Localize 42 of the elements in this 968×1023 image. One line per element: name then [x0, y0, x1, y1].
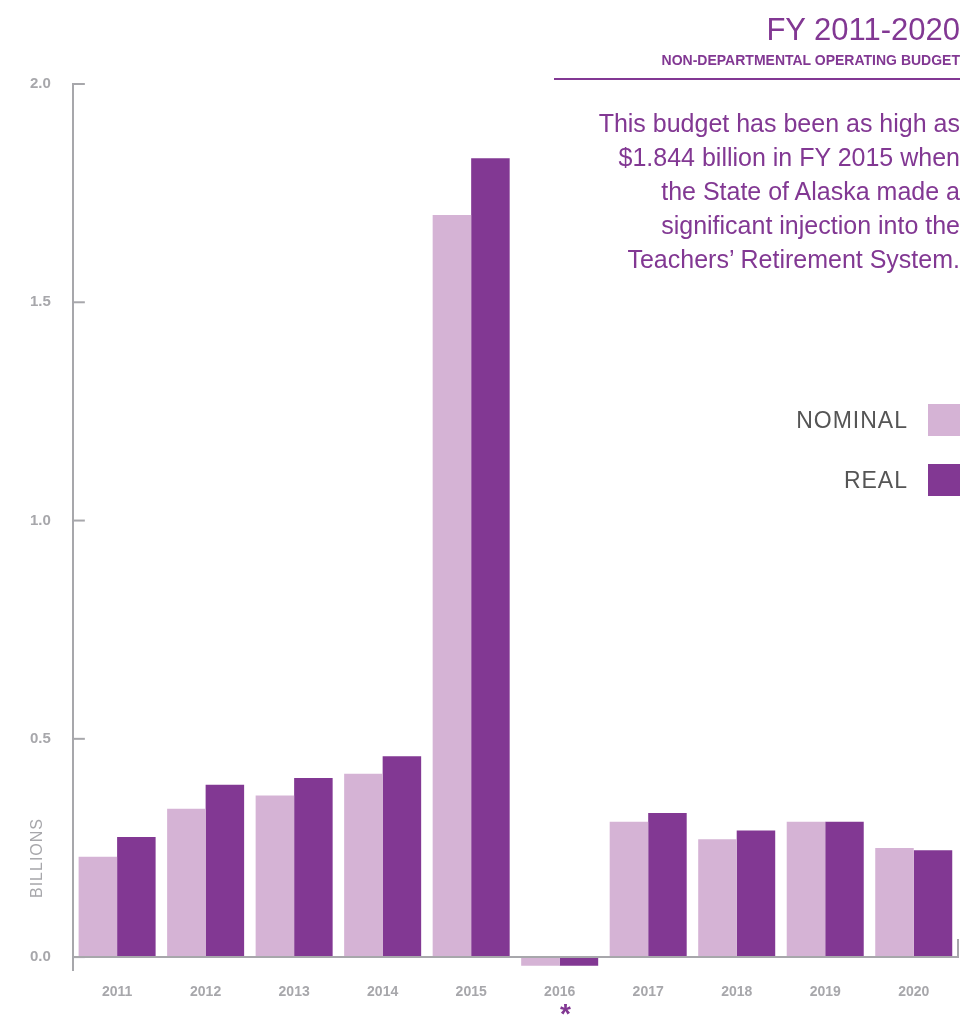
text: * — [560, 998, 571, 1023]
x-tick-label: 2019 — [809, 983, 842, 1000]
y-tick-label: 1.0 — [29, 510, 51, 528]
x-tick-label: 2013 — [278, 983, 310, 1000]
x-tick-label: 2011 — [101, 983, 133, 1000]
x-tick-label: 2015 — [455, 983, 487, 1000]
bar — [294, 778, 333, 958]
chart-title: FY 2011-2020 — [766, 12, 960, 48]
bar — [559, 957, 599, 966]
bar — [344, 773, 383, 958]
bar — [913, 850, 953, 958]
legend-label: REAL — [843, 466, 908, 494]
bar — [117, 837, 156, 958]
bar — [167, 808, 206, 958]
bar — [786, 821, 826, 958]
x-tick-label: 2016 — [544, 983, 576, 1000]
bar — [382, 756, 422, 958]
y-tick-label: 1.5 — [29, 292, 51, 310]
bar — [736, 830, 776, 958]
y-axis-title: BILLIONS — [28, 817, 46, 898]
y-tick-label: 0.5 — [29, 728, 51, 746]
bar — [78, 856, 118, 958]
bar — [205, 784, 245, 958]
x-tick-label: 2014 — [367, 983, 399, 1000]
annotation: This budget has been as high as $1.844 billion in FY 2015 when the State of Alaska made a significant injection into the Teachers’ Retirement System. — [597, 108, 960, 275]
x-tick-label: 2017 — [632, 983, 664, 1000]
bar — [609, 821, 649, 958]
x-tick-label: 2018 — [721, 983, 753, 1000]
bar — [698, 839, 737, 958]
bar — [521, 957, 560, 966]
x-tick-label: 2012 — [190, 983, 222, 1000]
y-tick-label: 0.0 — [29, 947, 51, 965]
bar — [432, 214, 472, 958]
bar — [255, 795, 295, 958]
bar — [648, 813, 687, 958]
bar — [471, 158, 510, 958]
x-tick-label: 2020 — [898, 983, 930, 1000]
bar — [875, 847, 914, 958]
legend-label: NOMINAL — [796, 406, 908, 434]
bar — [825, 821, 864, 958]
chart-subtitle: NON-DEPARTMENTAL OPERATING BUDGET — [554, 52, 960, 80]
y-tick-label: 2.0 — [29, 74, 51, 92]
